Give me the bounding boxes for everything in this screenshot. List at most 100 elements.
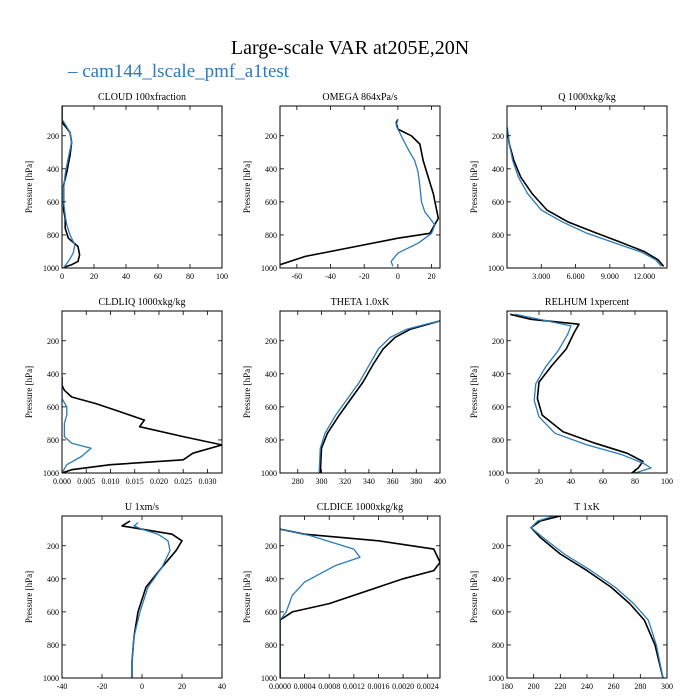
panels: CLOUD 100xfraction Pressure [hPa] 0 20 40 60 8… bbox=[24, 92, 673, 691]
x-tick-label: 0.030 bbox=[198, 477, 216, 486]
panel-title: OMEGA 864xPa/s bbox=[322, 92, 397, 103]
x-tick-label: 20 bbox=[178, 682, 186, 691]
panel-title: U 1xm/s bbox=[125, 502, 159, 513]
x-tick-label: 0.020 bbox=[150, 477, 168, 486]
y-tick-label: 1000 bbox=[488, 469, 504, 478]
plot-frame bbox=[506, 515, 668, 679]
y-tick-label: 800 bbox=[47, 641, 59, 650]
figure-title: Large-scale VAR at205E,20N bbox=[231, 37, 469, 59]
x-tick-label: 0 bbox=[505, 477, 509, 486]
x-tick-label: -40 bbox=[325, 272, 336, 281]
plot-frame bbox=[506, 105, 668, 269]
x-tick-label: 0.0016 bbox=[367, 682, 389, 691]
y-tick-label: 800 bbox=[492, 436, 504, 445]
x-tick-label: 20 bbox=[90, 272, 98, 281]
series-line-model bbox=[318, 320, 440, 473]
series-line-ref bbox=[530, 516, 664, 678]
y-tick-label: 600 bbox=[492, 608, 504, 617]
y-tick-label: 800 bbox=[265, 436, 277, 445]
panel-9: T 1xK Pressure [hPa] 180 200 220 240 260 280 300… bbox=[469, 502, 673, 691]
x-tick-label: 0.0012 bbox=[343, 682, 365, 691]
x-tick-label: 260 bbox=[608, 682, 620, 691]
series-line-model bbox=[62, 382, 92, 473]
y-tick-label: 1000 bbox=[43, 469, 59, 478]
legend-line-glyph: – bbox=[67, 61, 82, 82]
x-tick-label: 40 bbox=[122, 272, 130, 281]
x-tick-label: 100 bbox=[661, 477, 673, 486]
panel-5: THETA 1.0xK Pressure [hPa] 280 300 320 340 360… bbox=[242, 297, 446, 486]
x-tick-label: -20 bbox=[359, 272, 370, 281]
panel-7: U 1xm/s Pressure [hPa] -40 -20 0 20 40 200 400 60… bbox=[24, 502, 226, 691]
y-axis-label: Pressure [hPa] bbox=[242, 161, 252, 213]
x-tick-label: 0.010 bbox=[101, 477, 119, 486]
x-tick-label: 40 bbox=[218, 682, 226, 691]
x-tick-label: 80 bbox=[631, 477, 639, 486]
series-line-model bbox=[131, 522, 171, 678]
x-tick-label: 0 bbox=[60, 272, 64, 281]
y-tick-label: 600 bbox=[47, 198, 59, 207]
y-tick-label: 1000 bbox=[43, 264, 59, 273]
x-tick-label: 20 bbox=[428, 272, 436, 281]
x-tick-label: 100 bbox=[216, 272, 228, 281]
x-tick-label: 320 bbox=[339, 477, 351, 486]
plot-frame bbox=[279, 515, 441, 679]
y-tick-label: 200 bbox=[492, 132, 504, 141]
y-axis-label: Pressure [hPa] bbox=[469, 366, 479, 418]
series-line-ref bbox=[280, 528, 440, 678]
x-tick-label: 3.000 bbox=[532, 272, 550, 281]
series-line-model bbox=[507, 127, 662, 267]
panel-4: CLDLIQ 1000xkg/kg Pressure [hPa] 0.000 0.00… bbox=[24, 297, 223, 486]
y-axis-label: Pressure [hPa] bbox=[242, 366, 252, 418]
y-axis-label: Pressure [hPa] bbox=[469, 161, 479, 213]
y-tick-label: 600 bbox=[492, 403, 504, 412]
x-tick-label: 40 bbox=[567, 477, 575, 486]
y-tick-label: 200 bbox=[47, 337, 59, 346]
series-line-ref bbox=[62, 106, 81, 268]
x-tick-label: 60 bbox=[154, 272, 162, 281]
y-tick-label: 1000 bbox=[43, 674, 59, 683]
y-tick-label: 600 bbox=[265, 608, 277, 617]
series-line-model bbox=[530, 516, 664, 678]
x-tick-label: 280 bbox=[292, 477, 304, 486]
x-tick-label: 180 bbox=[501, 682, 513, 691]
x-tick-label: 0.0024 bbox=[417, 682, 439, 691]
x-tick-label: 380 bbox=[410, 477, 422, 486]
y-axis-label: Pressure [hPa] bbox=[469, 571, 479, 623]
x-tick-label: 340 bbox=[363, 477, 375, 486]
series-line-model bbox=[280, 528, 361, 678]
series-line-model bbox=[62, 106, 76, 268]
x-tick-label: -60 bbox=[292, 272, 303, 281]
y-tick-label: 200 bbox=[265, 132, 277, 141]
panel-title: Q 1000xkg/kg bbox=[558, 92, 616, 103]
y-tick-label: 600 bbox=[492, 198, 504, 207]
x-tick-label: 20 bbox=[535, 477, 543, 486]
x-tick-label: 9.000 bbox=[601, 272, 619, 281]
y-tick-label: 1000 bbox=[261, 674, 277, 683]
plot-frame bbox=[61, 105, 223, 269]
x-tick-label: 400 bbox=[434, 477, 446, 486]
y-tick-label: 600 bbox=[265, 403, 277, 412]
y-axis-label: Pressure [hPa] bbox=[24, 366, 34, 418]
series-line-ref bbox=[62, 377, 222, 473]
plot-frame bbox=[61, 310, 223, 474]
panel-title: T 1xK bbox=[574, 502, 600, 513]
panel-title: CLDICE 1000xkg/kg bbox=[317, 502, 403, 513]
y-tick-label: 800 bbox=[492, 231, 504, 240]
y-tick-label: 1000 bbox=[488, 674, 504, 683]
y-tick-label: 200 bbox=[265, 542, 277, 551]
x-tick-label: 0.015 bbox=[126, 477, 144, 486]
x-tick-label: 0.0008 bbox=[318, 682, 340, 691]
series-line-model bbox=[514, 313, 652, 473]
panel-6: RELHUM 1xpercent Pressure [hPa] 0 20 40 60 80 1… bbox=[469, 297, 673, 486]
x-tick-label: 60 bbox=[599, 477, 607, 486]
y-tick-label: 400 bbox=[265, 165, 277, 174]
x-tick-label: 300 bbox=[661, 682, 673, 691]
x-tick-label: 200 bbox=[528, 682, 540, 691]
series-line-ref bbox=[319, 320, 440, 473]
y-tick-label: 200 bbox=[492, 337, 504, 346]
x-tick-label: 0.0004 bbox=[294, 682, 316, 691]
y-tick-label: 800 bbox=[265, 231, 277, 240]
x-tick-label: 0.025 bbox=[174, 477, 192, 486]
legend-label: cam144_lscale_pmf_a1test bbox=[82, 61, 290, 82]
